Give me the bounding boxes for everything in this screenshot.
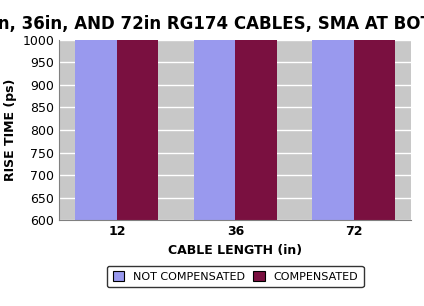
Bar xyxy=(354,0,395,220)
Title: 12in, 36in, AND 72in RG174 CABLES, SMA AT BOTH ENDS: 12in, 36in, AND 72in RG174 CABLES, SMA A… xyxy=(0,15,424,33)
Bar xyxy=(75,0,117,220)
Legend: NOT COMPENSATED, COMPENSATED: NOT COMPENSATED, COMPENSATED xyxy=(107,266,364,287)
Bar xyxy=(194,0,235,220)
Bar xyxy=(312,0,354,220)
Bar xyxy=(235,0,277,220)
Y-axis label: RISE TIME (ps): RISE TIME (ps) xyxy=(4,79,17,181)
X-axis label: CABLE LENGTH (in): CABLE LENGTH (in) xyxy=(168,244,302,257)
Bar xyxy=(117,0,158,220)
